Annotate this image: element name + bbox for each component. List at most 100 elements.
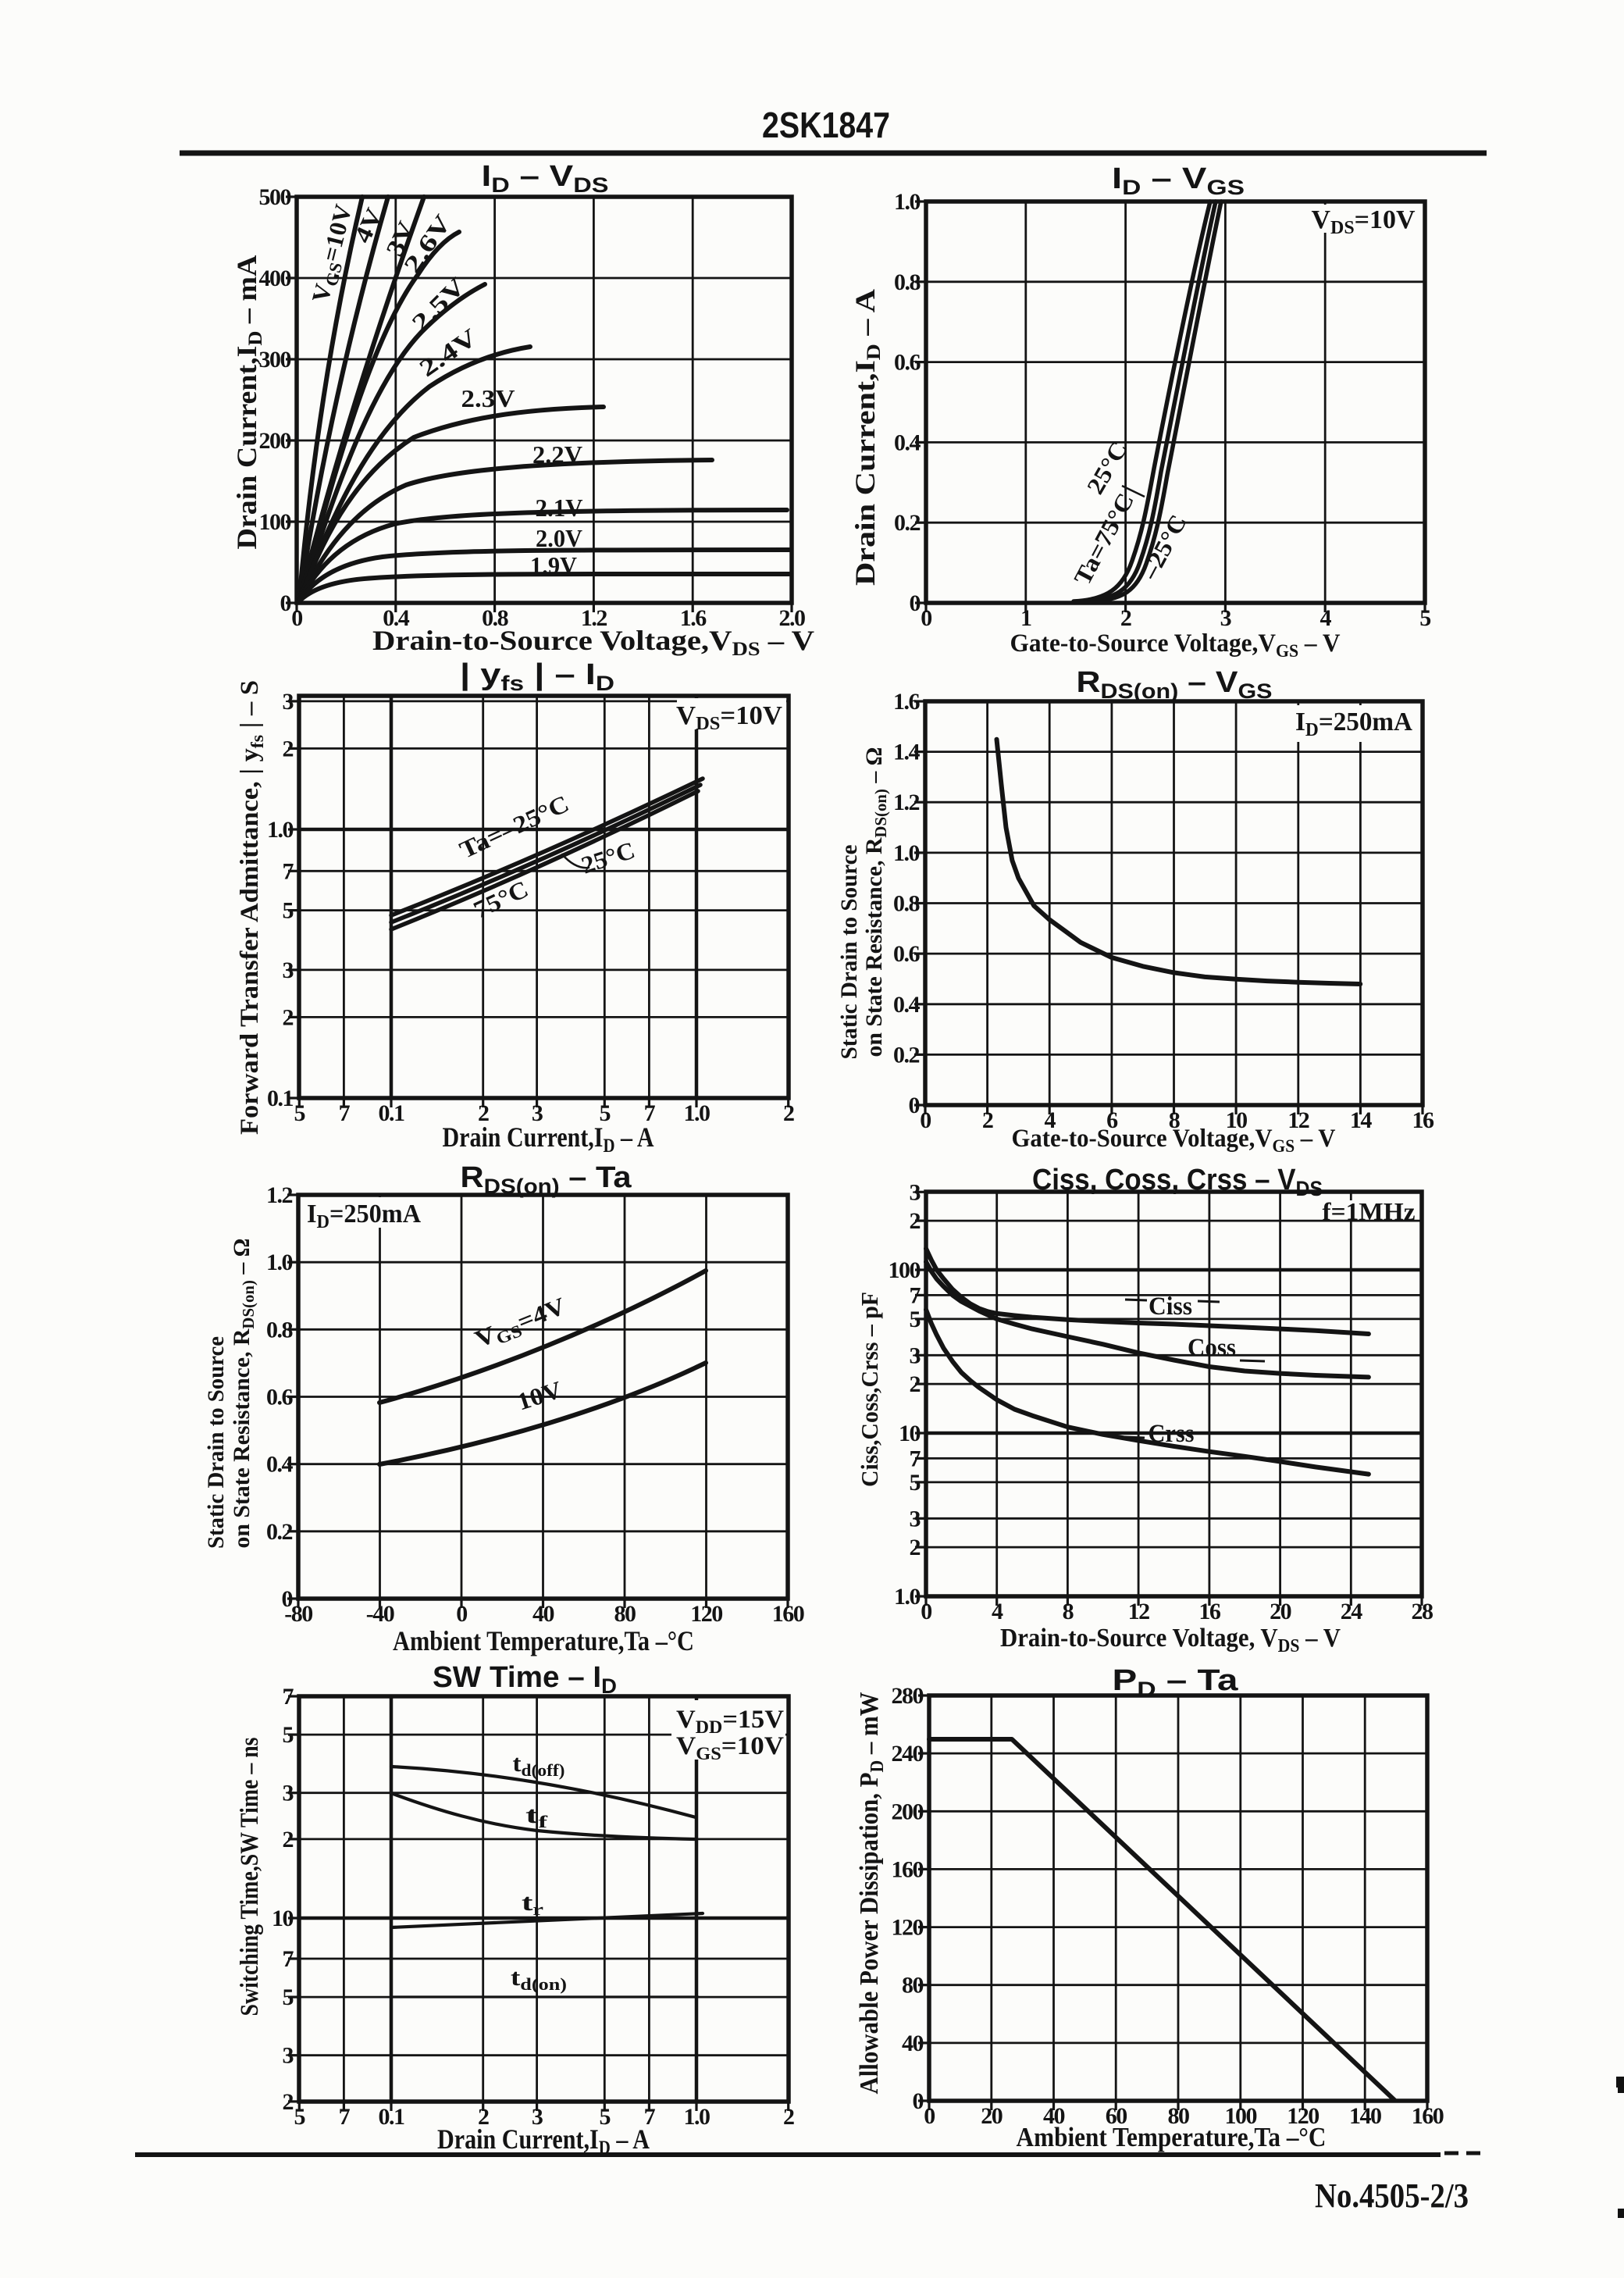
svg-text:0.6: 0.6	[266, 1385, 294, 1410]
svg-text:5: 5	[294, 1100, 305, 1126]
svg-text:5: 5	[910, 1470, 921, 1496]
svg-text:140: 140	[1349, 2103, 1381, 2129]
svg-text:4: 4	[1320, 605, 1331, 631]
svg-text:0: 0	[921, 1599, 931, 1624]
svg-text:VDS=10V: VDS=10V	[676, 701, 782, 734]
svg-text:200: 200	[892, 1799, 924, 1824]
svg-text:160: 160	[772, 1601, 804, 1627]
svg-text:0.6: 0.6	[893, 941, 921, 967]
svg-text:1.6: 1.6	[893, 689, 921, 715]
svg-text:7: 7	[339, 1100, 351, 1126]
svg-text:Ciss: Ciss	[1149, 1293, 1192, 1321]
svg-text:40: 40	[902, 2031, 924, 2056]
svg-text:0: 0	[921, 605, 931, 631]
svg-text:5: 5	[600, 2104, 611, 2130]
svg-text:0: 0	[913, 2088, 924, 2114]
svg-text:120: 120	[1287, 2103, 1319, 2129]
svg-text:3: 3	[283, 957, 294, 983]
svg-text:0.2: 0.2	[893, 1042, 920, 1068]
svg-text:3: 3	[1220, 605, 1231, 631]
svg-text:RDS(on) – VGS: R DS(on) – V GS	[1077, 666, 1273, 703]
svg-text:2.0: 2.0	[779, 605, 806, 631]
svg-text:3: 3	[283, 689, 294, 715]
svg-text:280: 280	[892, 1683, 924, 1709]
svg-text:ID – VDS: ID – V DS	[482, 160, 609, 197]
svg-text:0.4: 0.4	[266, 1452, 294, 1478]
svg-text:20: 20	[981, 2103, 1003, 2129]
svg-text:1.9V: 1.9V	[530, 551, 577, 579]
svg-text:10: 10	[899, 1421, 921, 1446]
svg-text:0.1: 0.1	[267, 1086, 294, 1111]
svg-text:60: 60	[1106, 2103, 1127, 2129]
svg-text:7: 7	[339, 2104, 351, 2130]
svg-text:7: 7	[283, 1946, 294, 1972]
svg-text:2: 2	[283, 1004, 294, 1030]
svg-text:120: 120	[892, 1915, 924, 1941]
svg-text:40: 40	[532, 1601, 554, 1627]
svg-text:0.8: 0.8	[893, 891, 920, 917]
svg-text:2: 2	[982, 1107, 993, 1133]
svg-text:100: 100	[889, 1257, 921, 1283]
svg-text:80: 80	[1168, 2103, 1190, 2129]
svg-text:16: 16	[1412, 1107, 1435, 1133]
svg-text:100: 100	[259, 509, 291, 535]
svg-text:ID=250mA: ID=250mA	[1295, 708, 1412, 740]
svg-text:2: 2	[478, 1100, 489, 1126]
svg-text:Switching Time,SW Time – ns: Switching Time,SW Time – ns	[236, 1737, 264, 2016]
svg-text:2: 2	[910, 1371, 921, 1397]
svg-text:0: 0	[909, 1093, 920, 1118]
svg-text:Ciss, Coss, Crss – VDS: Ciss, Coss, Crss – VDS	[1032, 1164, 1323, 1200]
svg-text:1: 1	[1020, 605, 1031, 631]
svg-text:Ciss,Coss,Crss – pF: Ciss,Coss,Crss – pF	[856, 1292, 883, 1487]
svg-text:2.1V: 2.1V	[536, 494, 583, 522]
svg-text:2.2V: 2.2V	[532, 440, 582, 469]
svg-text:80: 80	[614, 1601, 636, 1627]
svg-text:0.8: 0.8	[482, 605, 508, 631]
svg-text:0.4: 0.4	[383, 605, 410, 631]
svg-text:12: 12	[1128, 1599, 1150, 1624]
svg-text:0.1: 0.1	[379, 2104, 405, 2130]
svg-text:0.4: 0.4	[893, 992, 921, 1018]
svg-text:Drain Current,ID – A: Drain Current,ID – A	[443, 1121, 654, 1157]
svg-text:3: 3	[910, 1506, 921, 1531]
svg-text:Allowable Power Dissipation, P: Allowable Power Dissipation, PD – mW	[855, 1692, 888, 2095]
svg-text:5: 5	[1419, 605, 1430, 631]
svg-text:80: 80	[902, 1973, 924, 1999]
svg-text:1.0: 1.0	[684, 2104, 710, 2130]
svg-text:3: 3	[910, 1179, 921, 1205]
svg-text:td(on): td(on)	[511, 1963, 567, 1994]
svg-text:-40: -40	[366, 1601, 394, 1627]
svg-text:12: 12	[1287, 1107, 1309, 1133]
svg-text:td(off): td(off)	[513, 1749, 565, 1780]
svg-text:VDS=10V: VDS=10V	[1312, 205, 1416, 238]
svg-text:0: 0	[910, 590, 921, 616]
svg-text:1.0: 1.0	[266, 1250, 293, 1275]
svg-text:Drain Current,ID – A: Drain Current,ID – A	[849, 289, 885, 586]
svg-text:0: 0	[920, 1107, 931, 1133]
svg-text:ID=250mA: ID=250mA	[307, 1200, 421, 1232]
svg-text:2SK1847: 2SK1847	[762, 105, 890, 145]
svg-text:0.8: 0.8	[894, 269, 921, 295]
svg-text:240: 240	[892, 1741, 924, 1767]
svg-text:2.0V: 2.0V	[536, 524, 582, 552]
svg-text:0.6: 0.6	[894, 350, 921, 376]
svg-text:0: 0	[456, 1601, 467, 1627]
svg-text:2: 2	[910, 1535, 921, 1560]
svg-text:300: 300	[259, 347, 291, 373]
svg-text:SW Time – ID: SW Time – ID	[433, 1661, 617, 1698]
svg-text:200: 200	[259, 428, 291, 454]
svg-text:40: 40	[1043, 2103, 1065, 2129]
svg-text:3: 3	[910, 1342, 921, 1368]
svg-text:1.0: 1.0	[894, 1584, 921, 1610]
svg-text:2: 2	[283, 1827, 294, 1852]
svg-text:7: 7	[910, 1446, 921, 1471]
svg-text:2: 2	[478, 2104, 489, 2130]
svg-text:tr: tr	[522, 1888, 543, 1919]
svg-text:5: 5	[294, 2104, 305, 2130]
svg-text:7: 7	[283, 1684, 294, 1710]
svg-text:7: 7	[283, 858, 294, 884]
svg-text:2: 2	[283, 2089, 294, 2115]
svg-text:7: 7	[644, 2104, 656, 2130]
svg-text:2: 2	[1120, 605, 1131, 631]
svg-text:500: 500	[259, 184, 291, 210]
